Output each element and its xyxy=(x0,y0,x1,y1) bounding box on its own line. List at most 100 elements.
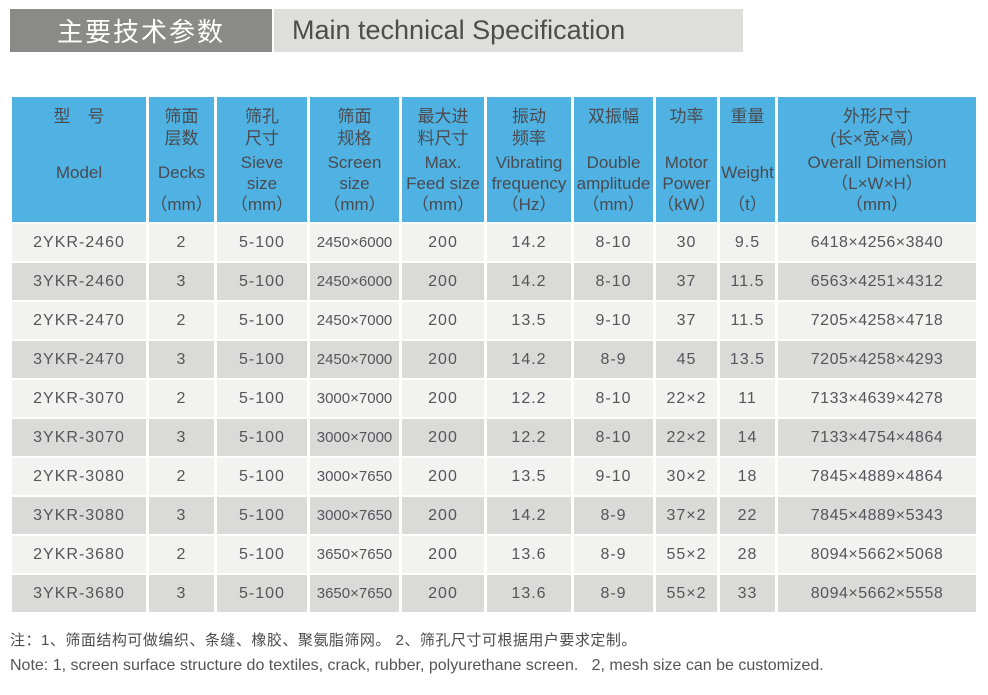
table-cell: 12.2 xyxy=(487,378,574,417)
table-cell: 7205×4258×4718 xyxy=(778,300,976,339)
table-row: 2YKR-2460 2 5-100 2450×6000 200 14.2 8-10 30 9.5… xyxy=(12,222,976,261)
table-cell: 11 xyxy=(720,378,778,417)
table-row: 3YKR-3070 3 5-100 3000×7000 200 12.2 8-10 22×2 1… xyxy=(12,417,976,456)
table-cell: 5-100 xyxy=(217,300,310,339)
table-cell: 12.2 xyxy=(487,417,574,456)
column-label-zh: 功率 xyxy=(669,107,704,126)
table-cell: 3YKR-3680 xyxy=(12,573,149,612)
table-cell: 200 xyxy=(402,495,487,534)
table-cell: 2 xyxy=(149,534,217,573)
table-cell: 5-100 xyxy=(217,378,310,417)
table-cell: 14.2 xyxy=(487,495,574,534)
table-cell: 3000×7650 xyxy=(310,495,402,534)
table-row: 3YKR-2470 3 5-100 2450×7000 200 14.2 8-9 45 13.5… xyxy=(12,339,976,378)
table-cell: 3YKR-2470 xyxy=(12,339,149,378)
table-cell: 14.2 xyxy=(487,261,574,300)
table-cell: 2450×6000 xyxy=(310,222,402,261)
table-cell: 13.6 xyxy=(487,573,574,612)
spec-table-body: 2YKR-2460 2 5-100 2450×6000 200 14.2 8-10 30 9.5… xyxy=(12,222,976,612)
column-header-3: 筛面 规格 Screen size （mm） xyxy=(310,97,402,222)
table-cell: 3 xyxy=(149,417,217,456)
table-cell: 8-10 xyxy=(574,417,656,456)
page-title-chinese: 主要技术参数 xyxy=(10,9,272,52)
table-cell: 6418×4256×3840 xyxy=(778,222,976,261)
table-cell: 2YKR-3070 xyxy=(12,378,149,417)
column-unit: （mm） xyxy=(582,195,645,214)
table-cell: 2450×6000 xyxy=(310,261,402,300)
table-cell: 5-100 xyxy=(217,573,310,612)
table-row: 3YKR-3680 3 5-100 3650×7650 200 13.6 8-9 55×2 33… xyxy=(12,573,976,612)
table-cell: 200 xyxy=(402,261,487,300)
table-cell: 3 xyxy=(149,261,217,300)
footnote-english: Note: 1, screen surface structure do tex… xyxy=(10,657,824,674)
table-cell: 5-100 xyxy=(217,456,310,495)
column-header-5: 振动 频率 Vibrating frequency （Hz） xyxy=(487,97,574,222)
table-cell: 200 xyxy=(402,534,487,573)
table-cell: 3000×7000 xyxy=(310,417,402,456)
table-cell: 14.2 xyxy=(487,222,574,261)
table-cell: 14.2 xyxy=(487,339,574,378)
table-cell: 22 xyxy=(720,495,778,534)
table-cell: 5-100 xyxy=(217,222,310,261)
table-cell: 5-100 xyxy=(217,261,310,300)
header-row: 型 号 Model 筛面 层数 Decks （mm） 筛孔 尺寸 Sieve size （mm… xyxy=(12,97,976,222)
table-cell: 5-100 xyxy=(217,495,310,534)
table-cell: 13.5 xyxy=(720,339,778,378)
table-cell: 3 xyxy=(149,495,217,534)
table-row: 2YKR-3680 2 5-100 3650×7650 200 13.6 8-9 55×2 28… xyxy=(12,534,976,573)
column-header-9: 外形尺寸 (长×宽×高） Overall Dimension （L×W×H） （mm… xyxy=(778,97,976,222)
table-cell: 3YKR-3070 xyxy=(12,417,149,456)
column-label-zh: 双振幅 xyxy=(588,107,639,126)
page-title-english: Main technical Specification xyxy=(274,9,743,52)
column-label-en: Vibrating frequency xyxy=(491,152,567,193)
column-header-2: 筛孔 尺寸 Sieve size （mm） xyxy=(217,97,310,222)
spec-table-head: 型 号 Model 筛面 层数 Decks （mm） 筛孔 尺寸 Sieve size （mm… xyxy=(12,97,976,222)
table-cell: 2 xyxy=(149,378,217,417)
table-cell: 45 xyxy=(656,339,720,378)
column-label-en: Screen size xyxy=(327,152,382,193)
table-cell: 200 xyxy=(402,456,487,495)
table-cell: 8-9 xyxy=(574,495,656,534)
footnote-chinese: 注：1、筛面结构可做编织、条缝、橡胶、聚氨脂筛网。 2、筛孔尺寸可根据用户要求定… xyxy=(10,632,637,649)
column-header-8: 重量 Weight （t） xyxy=(720,97,778,222)
column-label-en: Weight xyxy=(721,163,774,182)
table-cell: 2YKR-2460 xyxy=(12,222,149,261)
table-cell: 3YKR-3080 xyxy=(12,495,149,534)
table-cell: 8-9 xyxy=(574,573,656,612)
column-header-4: 最大进 料尺寸 Max. Feed size （mm） xyxy=(402,97,487,222)
column-unit: （kW） xyxy=(657,195,716,214)
table-cell: 9-10 xyxy=(574,456,656,495)
table-cell: 5-100 xyxy=(217,417,310,456)
table-cell: 9.5 xyxy=(720,222,778,261)
table-cell: 14 xyxy=(720,417,778,456)
table-cell: 22×2 xyxy=(656,417,720,456)
column-unit: （Hz） xyxy=(501,195,557,214)
table-cell: 11.5 xyxy=(720,261,778,300)
column-label-zh: 外形尺寸 (长×宽×高） xyxy=(830,107,924,148)
table-cell: 28 xyxy=(720,534,778,573)
table-cell: 7845×4889×5343 xyxy=(778,495,976,534)
table-cell: 8094×5662×5068 xyxy=(778,534,976,573)
spec-table: 型 号 Model 筛面 层数 Decks （mm） 筛孔 尺寸 Sieve size （mm… xyxy=(12,97,976,612)
column-label-en: Motor Power xyxy=(662,152,711,193)
table-cell: 9-10 xyxy=(574,300,656,339)
column-unit: （mm） xyxy=(411,195,475,214)
table-cell: 200 xyxy=(402,417,487,456)
table-cell: 5-100 xyxy=(217,339,310,378)
column-unit: （mm） xyxy=(150,195,213,214)
column-label-en: Model xyxy=(55,163,103,182)
column-label-zh: 型 号 xyxy=(53,107,105,126)
table-cell: 3000×7650 xyxy=(310,456,402,495)
table-cell: 7845×4889×4864 xyxy=(778,456,976,495)
column-header-6: 双振幅 Double amplitude （mm） xyxy=(574,97,656,222)
table-cell: 2450×7000 xyxy=(310,339,402,378)
table-cell: 37 xyxy=(656,261,720,300)
column-unit: （mm） xyxy=(323,195,386,214)
column-unit: （mm） xyxy=(845,195,909,214)
column-label-en: Sieve size xyxy=(240,152,284,193)
table-cell: 3650×7650 xyxy=(310,534,402,573)
table-cell: 8-9 xyxy=(574,534,656,573)
table-cell: 2 xyxy=(149,456,217,495)
table-cell: 2 xyxy=(149,300,217,339)
table-cell: 200 xyxy=(402,300,487,339)
